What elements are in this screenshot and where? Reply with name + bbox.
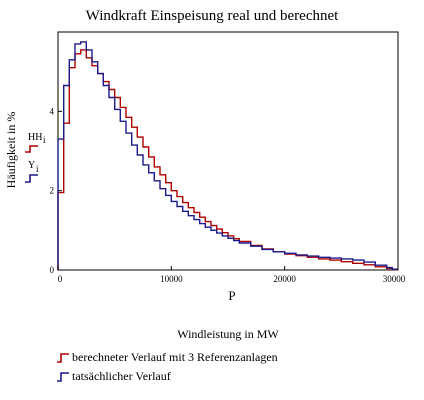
tick-layer: 0 10000 20000 30000 0 2 4 [50, 106, 406, 284]
trace-label-y-line [25, 174, 38, 183]
legend-item-actual: tatsächlicher Verlauf [57, 369, 171, 383]
trace-label-y-sub: i [36, 164, 39, 174]
trace-label-hh-name: HH [28, 132, 42, 143]
y-tick-label-1: 2 [50, 186, 55, 196]
y-axis-label: Häufigkeit in % [4, 112, 18, 189]
legend-item-calculated: berechneter Verlauf mit 3 Referenzanlage… [57, 350, 278, 364]
series-layer [57, 41, 398, 271]
x-tick-label-0: 0 [58, 274, 63, 284]
series-line-1 [57, 41, 398, 270]
chart-title: Windkraft Einspeisung real und berechnet [86, 8, 339, 24]
legend-label-calculated: berechneter Verlauf mit 3 Referenzanlage… [72, 350, 278, 364]
legend-swatch-actual [57, 372, 69, 382]
trace-label-hh-line [25, 145, 38, 153]
x-axis-caption: Windleistung in MW [177, 327, 279, 341]
trace-label-y: Y i [25, 160, 39, 183]
x-axis-label: P [228, 288, 235, 303]
x-tick-label-2: 20000 [273, 274, 296, 284]
legend: berechneter Verlauf mit 3 Referenzanlage… [57, 350, 278, 383]
y-tick-label-0: 0 [50, 265, 55, 275]
trace-label-y-name: Y [28, 160, 35, 171]
trace-label-hh: HH i [25, 132, 46, 153]
legend-label-actual: tatsächlicher Verlauf [72, 369, 171, 383]
x-tick-label-1: 10000 [160, 274, 183, 284]
legend-swatch-calculated [57, 353, 69, 363]
y-tick-label-2: 4 [50, 106, 55, 116]
trace-label-hh-sub: i [43, 135, 46, 145]
x-tick-label-3: 30000 [383, 274, 406, 284]
